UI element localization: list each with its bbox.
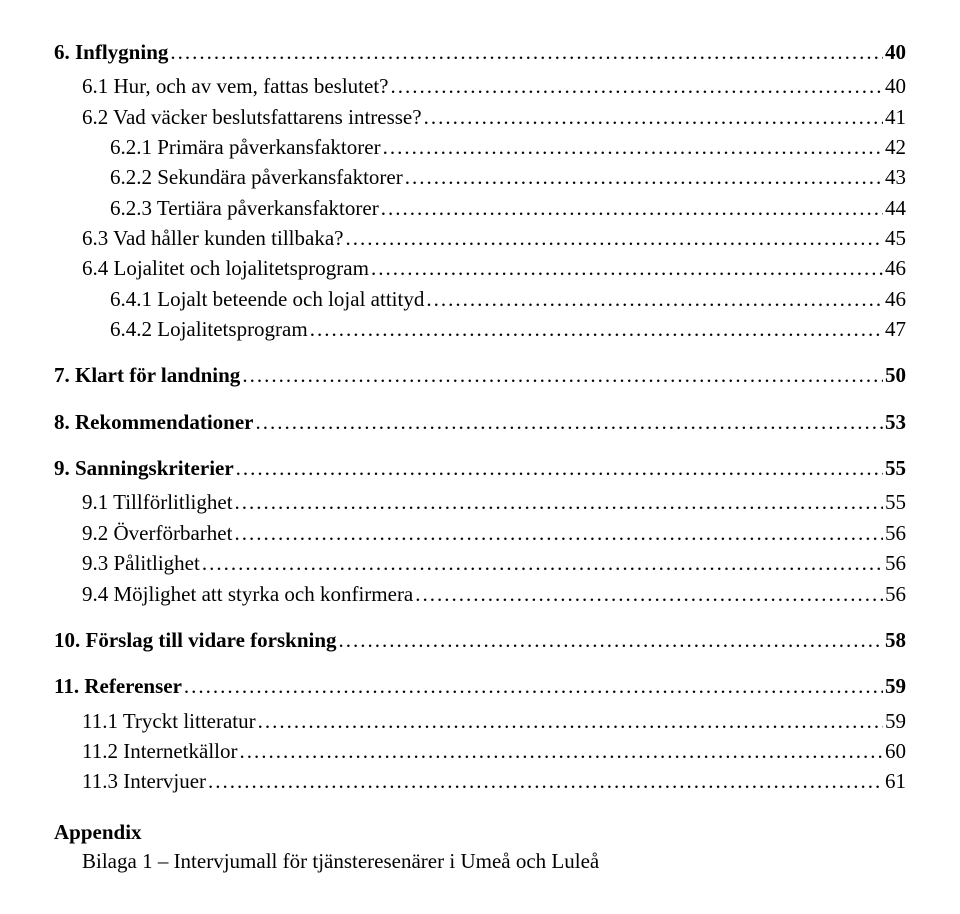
toc-entry-page: 46 xyxy=(883,254,906,282)
toc-entry-page: 56 xyxy=(883,519,906,547)
toc-entry-page: 50 xyxy=(883,361,906,389)
toc-entry-label: 11. Referenser xyxy=(54,672,184,700)
toc-entry: 9. Sanningskriterier....................… xyxy=(54,454,906,482)
toc-entry-label: 6.4.2 Lojalitetsprogram xyxy=(110,315,310,343)
toc-leader-dots: ........................................… xyxy=(208,767,883,795)
toc-entry-page: 56 xyxy=(883,580,906,608)
toc-leader-dots: ........................................… xyxy=(390,72,883,100)
toc-leader-dots: ........................................… xyxy=(426,285,883,313)
toc-entry-label: 11.3 Intervjuer xyxy=(82,767,208,795)
toc-entry-page: 42 xyxy=(883,133,906,161)
table-of-contents: 6. Inflygning...........................… xyxy=(54,38,906,796)
toc-leader-dots: ........................................… xyxy=(240,737,883,765)
toc-entry-page: 46 xyxy=(883,285,906,313)
toc-entry-label: 9.4 Möjlighet att styrka och konfirmera xyxy=(82,580,415,608)
toc-entry: 9.1 Tillförlitlighet....................… xyxy=(82,488,906,516)
appendix-line: Bilaga 1 – Intervjumall för tjänsteresen… xyxy=(82,849,906,874)
toc-entry-label: 6.2 Vad väcker beslutsfattarens intresse… xyxy=(82,103,424,131)
toc-leader-dots: ........................................… xyxy=(310,315,883,343)
toc-entry-label: 11.1 Tryckt litteratur xyxy=(82,707,258,735)
toc-entry-page: 40 xyxy=(883,72,906,100)
toc-leader-dots: ........................................… xyxy=(415,580,883,608)
toc-entry-label: 6.3 Vad håller kunden tillbaka? xyxy=(82,224,345,252)
toc-entry: 11.2 Internetkällor.....................… xyxy=(82,737,906,765)
toc-entry-label: 6.2.2 Sekundära påverkansfaktorer xyxy=(110,163,405,191)
toc-entry-label: 6.4 Lojalitet och lojalitetsprogram xyxy=(82,254,371,282)
toc-entry: 6.2 Vad väcker beslutsfattarens intresse… xyxy=(82,103,906,131)
toc-page: 6. Inflygning...........................… xyxy=(0,0,960,914)
toc-entry-page: 56 xyxy=(883,549,906,577)
toc-leader-dots: ........................................… xyxy=(258,707,883,735)
toc-entry-label: 9.2 Överförbarhet xyxy=(82,519,234,547)
toc-entry-page: 59 xyxy=(883,707,906,735)
toc-entry-label: 11.2 Internetkällor xyxy=(82,737,240,765)
toc-leader-dots: ........................................… xyxy=(381,194,883,222)
toc-entry: 10. Förslag till vidare forskning.......… xyxy=(54,626,906,654)
toc-entry: 6.2.3 Tertiära påverkansfaktorer........… xyxy=(110,194,906,222)
toc-entry-page: 59 xyxy=(883,672,906,700)
toc-leader-dots: ........................................… xyxy=(339,626,883,654)
toc-entry: 6.3 Vad håller kunden tillbaka?.........… xyxy=(82,224,906,252)
toc-entry-label: 6.4.1 Lojalt beteende och lojal attityd xyxy=(110,285,426,313)
toc-leader-dots: ........................................… xyxy=(371,254,883,282)
toc-entry-label: 9.1 Tillförlitlighet xyxy=(82,488,235,516)
toc-entry-page: 61 xyxy=(883,767,906,795)
toc-entry: 8. Rekommendationer.....................… xyxy=(54,408,906,436)
toc-entry-page: 44 xyxy=(883,194,906,222)
toc-entry-label: 9. Sanningskriterier xyxy=(54,454,236,482)
toc-entry-label: 9.3 Pålitlighet xyxy=(82,549,202,577)
toc-leader-dots: ........................................… xyxy=(405,163,883,191)
toc-leader-dots: ........................................… xyxy=(345,224,883,252)
toc-entry: 9.3 Pålitlighet.........................… xyxy=(82,549,906,577)
toc-entry: 6. Inflygning...........................… xyxy=(54,38,906,66)
toc-entry-page: 43 xyxy=(883,163,906,191)
toc-leader-dots: ........................................… xyxy=(170,38,883,66)
toc-entry-page: 53 xyxy=(883,408,906,436)
toc-entry: 6.4.2 Lojalitetsprogram.................… xyxy=(110,315,906,343)
toc-entry-label: 6.2.1 Primära påverkansfaktorer xyxy=(110,133,383,161)
toc-entry: 6.2.2 Sekundära påverkansfaktorer.......… xyxy=(110,163,906,191)
toc-leader-dots: ........................................… xyxy=(383,133,883,161)
toc-leader-dots: ........................................… xyxy=(424,103,883,131)
toc-entry-page: 40 xyxy=(883,38,906,66)
toc-leader-dots: ........................................… xyxy=(202,549,883,577)
toc-entry-label: 7. Klart för landning xyxy=(54,361,242,389)
toc-entry-page: 60 xyxy=(883,737,906,765)
appendix-heading: Appendix xyxy=(54,820,906,845)
toc-entry: 11.1 Tryckt litteratur..................… xyxy=(82,707,906,735)
toc-entry: 9.2 Överförbarhet.......................… xyxy=(82,519,906,547)
toc-entry-label: 6.1 Hur, och av vem, fattas beslutet? xyxy=(82,72,390,100)
toc-entry: 9.4 Möjlighet att styrka och konfirmera.… xyxy=(82,580,906,608)
toc-entry: 6.2.1 Primära påverkansfaktorer.........… xyxy=(110,133,906,161)
toc-entry-label: 6.2.3 Tertiära påverkansfaktorer xyxy=(110,194,381,222)
toc-entry-page: 55 xyxy=(883,488,906,516)
toc-entry: 6.4 Lojalitet och lojalitetsprogram.....… xyxy=(82,254,906,282)
toc-leader-dots: ........................................… xyxy=(236,454,883,482)
appendix-lines: Bilaga 1 – Intervjumall för tjänsteresen… xyxy=(54,849,906,874)
toc-leader-dots: ........................................… xyxy=(184,672,883,700)
toc-leader-dots: ........................................… xyxy=(235,488,883,516)
toc-entry: 11. Referenser..........................… xyxy=(54,672,906,700)
toc-entry-label: 6. Inflygning xyxy=(54,38,170,66)
toc-entry-page: 47 xyxy=(883,315,906,343)
toc-entry-page: 45 xyxy=(883,224,906,252)
toc-leader-dots: ........................................… xyxy=(255,408,883,436)
toc-entry-page: 55 xyxy=(883,454,906,482)
toc-entry: 6.1 Hur, och av vem, fattas beslutet?...… xyxy=(82,72,906,100)
toc-leader-dots: ........................................… xyxy=(242,361,883,389)
toc-entry-page: 41 xyxy=(883,103,906,131)
toc-entry-label: 8. Rekommendationer xyxy=(54,408,255,436)
toc-entry-label: 10. Förslag till vidare forskning xyxy=(54,626,339,654)
toc-entry: 7. Klart för landning...................… xyxy=(54,361,906,389)
toc-entry-page: 58 xyxy=(883,626,906,654)
toc-leader-dots: ........................................… xyxy=(234,519,883,547)
toc-entry: 11.3 Intervjuer.........................… xyxy=(82,767,906,795)
toc-entry: 6.4.1 Lojalt beteende och lojal attityd.… xyxy=(110,285,906,313)
